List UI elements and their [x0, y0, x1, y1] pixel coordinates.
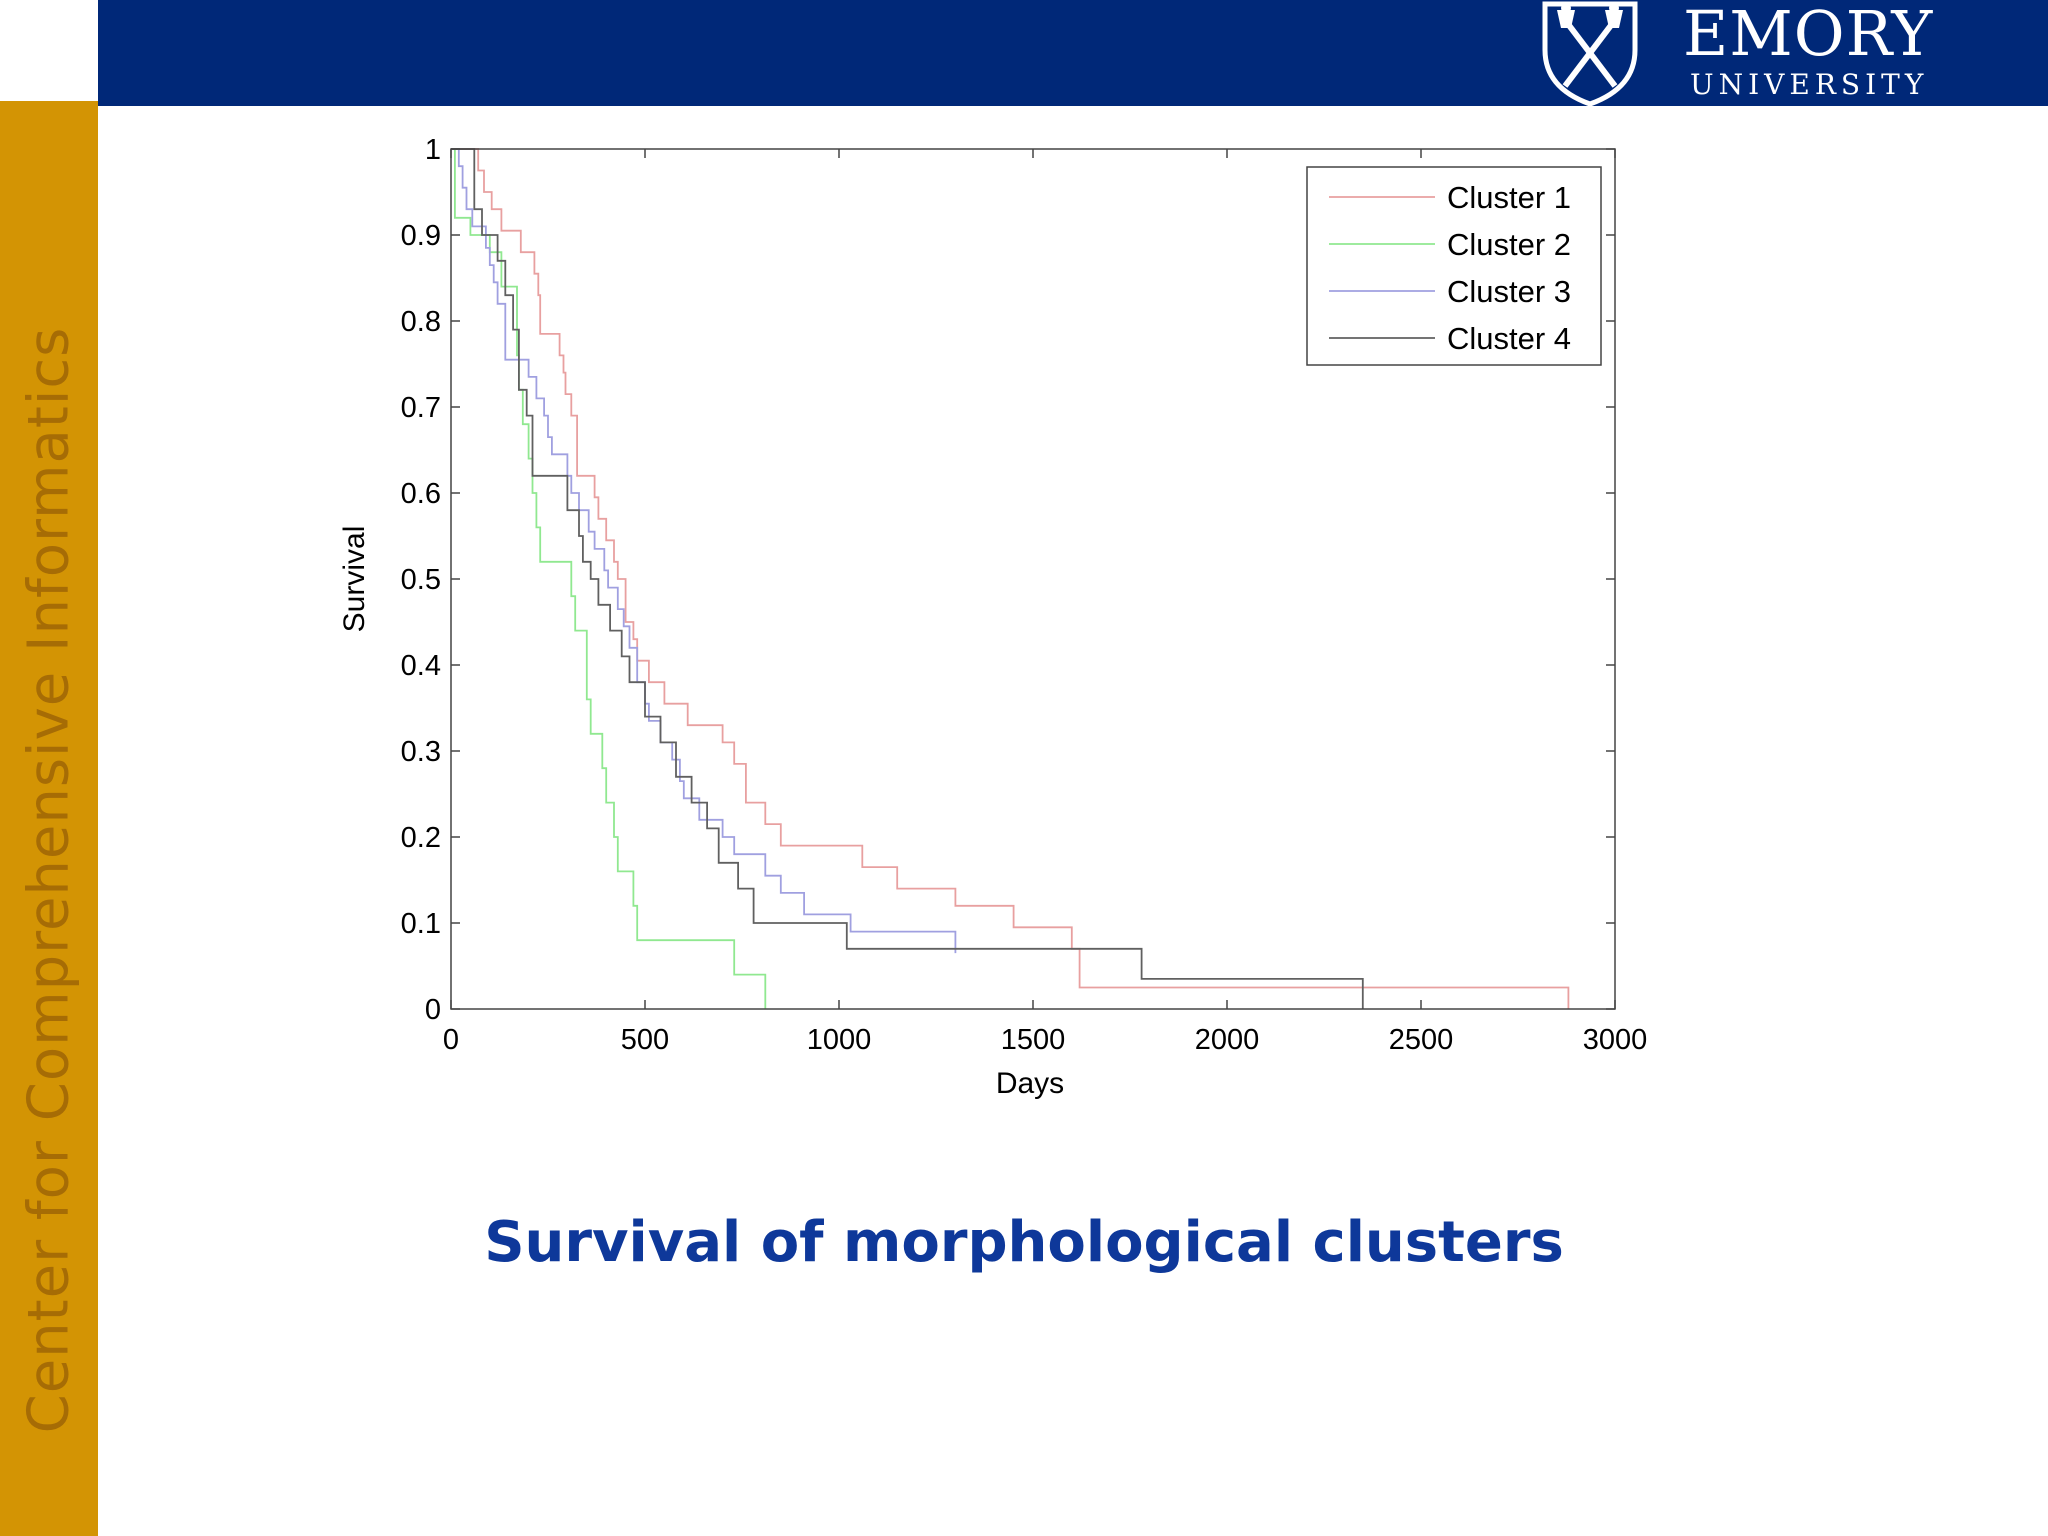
- survival-chart: 0 500 1000 1500 2000 2500 3000 0 0.1 0.2 0.3 0.4 0.5…: [338, 134, 1648, 1100]
- slide-title: Survival of morphological clusters: [484, 1210, 1564, 1275]
- x-tick-label: 1500: [1001, 1024, 1066, 1056]
- y-tick-label: 0.5: [401, 564, 441, 596]
- series-line-cluster-2: [451, 148, 767, 1009]
- x-tick-label: 2500: [1389, 1024, 1454, 1056]
- shield-torch-icon: [1542, 1, 1638, 106]
- x-tick-label: 1000: [807, 1024, 872, 1056]
- x-tick-label: 2000: [1195, 1024, 1260, 1056]
- logo-name-text: EMORY: [1683, 0, 1934, 70]
- y-tick-label: 1: [425, 134, 441, 166]
- header-bar: [98, 0, 2048, 106]
- y-tick-label: 0: [425, 994, 441, 1026]
- y-tick-label: 0.8: [401, 306, 441, 338]
- emory-logo: EMORY UNIVERSITY: [1535, 0, 1955, 106]
- y-tick-label: 0.9: [401, 220, 441, 252]
- legend-label: Cluster 2: [1447, 227, 1571, 262]
- y-tick-label: 0.2: [401, 822, 441, 854]
- sidebar-band: [0, 101, 98, 1536]
- logo-sub-text: UNIVERSITY: [1690, 68, 1929, 101]
- x-tick-label: 3000: [1583, 1024, 1648, 1056]
- y-tick-label: 0.1: [401, 908, 441, 940]
- y-tick-label: 0.4: [401, 650, 441, 682]
- y-tick-label: 0.3: [401, 736, 441, 768]
- series-line-cluster-4: [451, 148, 1364, 1009]
- series-line-cluster-3: [451, 148, 957, 954]
- series-line-cluster-1: [451, 148, 1570, 1009]
- y-tick-label: 0.7: [401, 392, 441, 424]
- legend-label: Cluster 4: [1447, 321, 1571, 356]
- legend-label: Cluster 1: [1447, 180, 1571, 215]
- legend-label: Cluster 3: [1447, 274, 1571, 309]
- x-tick-label: 0: [443, 1024, 459, 1056]
- x-axis-label: Days: [996, 1067, 1064, 1100]
- y-axis-label: Survival: [338, 526, 371, 633]
- x-tick-label: 500: [621, 1024, 669, 1056]
- legend-box: [1306, 166, 1602, 366]
- y-tick-label: 0.6: [401, 478, 441, 510]
